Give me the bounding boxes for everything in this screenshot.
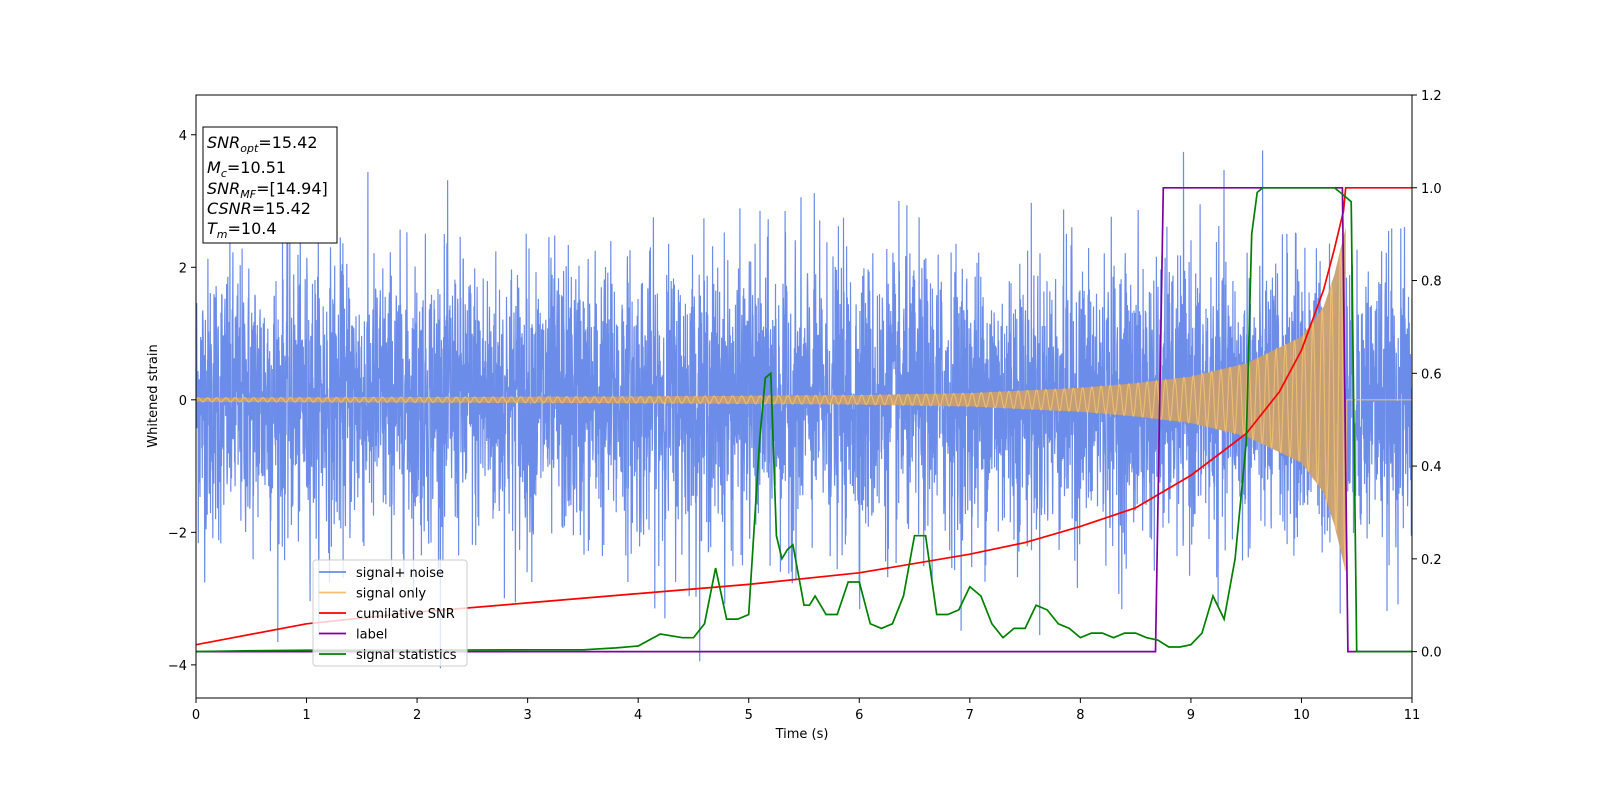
x-tick-label: 4: [634, 708, 642, 723]
info-csnr: CSNR=15.42: [207, 199, 311, 218]
info-snr-mf: SNRMF=[14.94]: [207, 179, 328, 201]
y2-tick-label: 1.0: [1421, 182, 1442, 197]
legend-label: cumilative SNR: [356, 607, 455, 622]
x-tick-label: 3: [523, 708, 531, 723]
x-tick-label: 9: [1187, 708, 1195, 723]
info-snr-opt: SNRopt=15.42: [207, 133, 318, 155]
legend: signal+ noise signal only cumilative SNR la…: [312, 559, 468, 667]
info-box-frame: [202, 126, 338, 244]
y-tick-label: 2: [179, 261, 187, 276]
y2-tick-label: 0.6: [1421, 367, 1442, 382]
info-mc: Mc=10.51: [207, 158, 286, 180]
legend-label: label: [356, 628, 387, 643]
x-tick-label: 7: [966, 708, 974, 723]
x-axis-label: Time (s): [775, 727, 829, 742]
y2-tick-label: 0.8: [1421, 275, 1442, 290]
y-tick-label: −4: [168, 659, 187, 674]
y2-tick-label: 0.4: [1421, 460, 1442, 475]
legend-label: signal+ noise: [356, 566, 444, 581]
info-box: SNRopt=15.42 Mc=10.51SNRMF=[14.94]CSNR=15…: [202, 126, 338, 244]
x-tick-label: 0: [192, 708, 200, 723]
x-tick-label: 2: [413, 708, 421, 723]
y-tick-label: 4: [179, 129, 187, 144]
x-tick-label: 1: [302, 708, 310, 723]
y2-tick-label: 0.0: [1421, 646, 1442, 661]
y-tick-label: −2: [168, 526, 187, 541]
y2-tick-label: 1.2: [1421, 89, 1442, 104]
x-tick-label: 11: [1404, 708, 1421, 723]
x-tick-label: 10: [1293, 708, 1310, 723]
y-axis-label: Whitened strain: [146, 344, 161, 447]
signal-statistics-line: [196, 186, 1412, 653]
x-tick-label: 8: [1076, 708, 1084, 723]
legend-label: signal only: [356, 587, 426, 602]
plot-frame: [195, 94, 1413, 699]
x-tick-label: 6: [855, 708, 863, 723]
cumulative-snr-line: [196, 186, 1412, 646]
x-tick-label: 5: [745, 708, 753, 723]
y-tick-label: 0: [179, 394, 187, 409]
signal-only-envelope: [196, 227, 1346, 573]
info-tm: Tm=10.4: [207, 219, 277, 241]
legend-frame: [312, 559, 468, 667]
legend-label: signal statistics: [356, 648, 457, 663]
y2-tick-label: 0.2: [1421, 553, 1442, 568]
